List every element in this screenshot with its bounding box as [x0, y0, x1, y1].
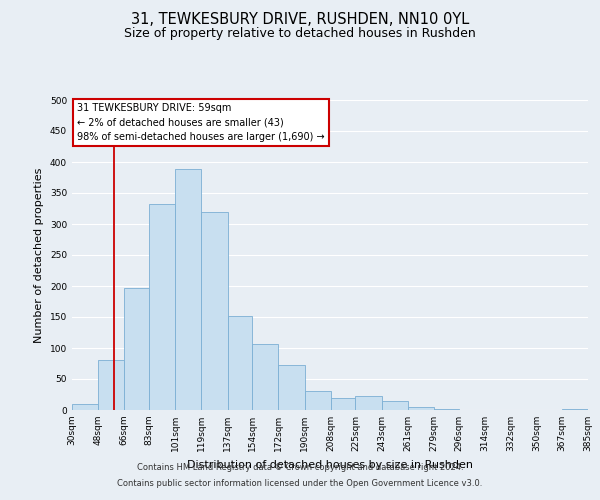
- Y-axis label: Number of detached properties: Number of detached properties: [34, 168, 44, 342]
- Bar: [124, 288, 149, 410]
- Bar: [149, 204, 175, 410]
- Bar: [355, 396, 382, 410]
- Bar: [278, 364, 305, 410]
- Bar: [72, 404, 98, 410]
- Bar: [408, 407, 434, 410]
- Text: Contains public sector information licensed under the Open Government Licence v3: Contains public sector information licen…: [118, 478, 482, 488]
- Text: 31, TEWKESBURY DRIVE, RUSHDEN, NN10 0YL: 31, TEWKESBURY DRIVE, RUSHDEN, NN10 0YL: [131, 12, 469, 28]
- Text: 31 TEWKESBURY DRIVE: 59sqm
← 2% of detached houses are smaller (43)
98% of semi-: 31 TEWKESBURY DRIVE: 59sqm ← 2% of detac…: [77, 103, 325, 142]
- Bar: [252, 344, 278, 410]
- Bar: [175, 170, 202, 410]
- Bar: [227, 316, 252, 410]
- Text: Contains HM Land Registry data © Crown copyright and database right 2024.: Contains HM Land Registry data © Crown c…: [137, 464, 463, 472]
- Text: Size of property relative to detached houses in Rushden: Size of property relative to detached ho…: [124, 28, 476, 40]
- Bar: [305, 392, 331, 410]
- Bar: [331, 398, 355, 410]
- Bar: [562, 409, 588, 410]
- Bar: [382, 400, 408, 410]
- Bar: [202, 212, 227, 410]
- X-axis label: Distribution of detached houses by size in Rushden: Distribution of detached houses by size …: [187, 460, 473, 469]
- Bar: [434, 409, 458, 410]
- Bar: [98, 360, 124, 410]
